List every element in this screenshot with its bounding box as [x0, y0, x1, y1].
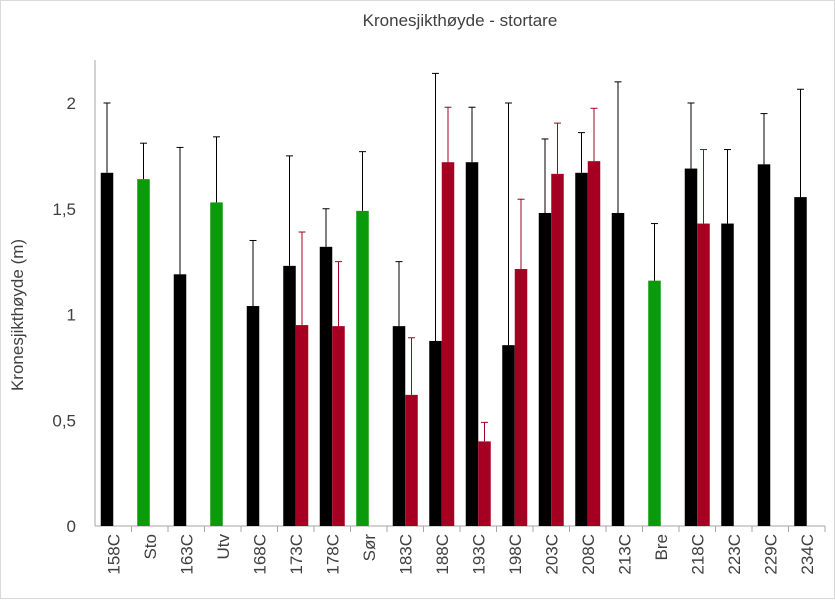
x-tick-label: 173C	[287, 534, 306, 575]
x-tick-label: 163C	[177, 534, 196, 575]
y-tick-label: 0	[67, 517, 76, 536]
bar-secondary	[551, 173, 564, 527]
x-tick-label: 234C	[798, 534, 817, 575]
bar-primary	[173, 274, 187, 526]
x-tick-label: 183C	[396, 534, 415, 575]
y-tick-label: 1	[67, 306, 76, 325]
bar-primary	[757, 164, 771, 526]
x-tick-label: 168C	[250, 534, 269, 575]
bar-secondary	[332, 326, 345, 526]
x-tick-label: Bre	[652, 534, 671, 560]
x-tick-label: Sør	[360, 534, 379, 562]
bar-secondary	[478, 441, 491, 526]
x-tick-label: 229C	[761, 534, 780, 575]
x-tick-label: 178C	[323, 534, 342, 575]
bar-secondary	[587, 161, 601, 526]
bar-primary	[611, 212, 625, 527]
y-tick-label: 0,5	[52, 411, 76, 430]
bar-secondary	[514, 269, 528, 526]
bar-primary	[246, 306, 260, 526]
bar-primary	[794, 197, 807, 526]
bar-primary	[721, 223, 734, 526]
bar-primary	[392, 326, 406, 526]
bar-primary	[538, 212, 552, 527]
bar-primary	[283, 265, 296, 526]
x-tick-label: 208C	[579, 534, 598, 575]
bar-primary	[137, 179, 150, 526]
bar-secondary	[441, 162, 455, 526]
bar-primary	[684, 168, 698, 526]
bar-primary	[429, 340, 442, 526]
x-tick-label: 198C	[506, 534, 525, 575]
x-tick-label: 223C	[725, 534, 744, 575]
x-tick-label: 218C	[688, 534, 707, 575]
x-tick-label: 158C	[104, 534, 123, 575]
y-axis-label: Kronesjikthøyde (m)	[8, 239, 27, 391]
bar-primary	[465, 162, 479, 526]
bar-primary	[210, 202, 223, 526]
bar-primary	[100, 172, 114, 527]
bar-primary	[575, 172, 588, 527]
x-tick-label: 213C	[615, 534, 634, 575]
y-tick-label: 1,5	[52, 200, 76, 219]
y-tick-label: 2	[67, 94, 76, 113]
bar-primary	[356, 210, 369, 527]
bar-secondary	[295, 325, 309, 526]
x-tick-label: 203C	[542, 534, 561, 575]
bar-primary	[319, 246, 333, 526]
x-tick-label: 188C	[433, 534, 452, 575]
bar-primary	[648, 280, 661, 526]
x-tick-label: Utv	[214, 534, 233, 560]
x-tick-label: 193C	[469, 534, 488, 575]
bar-primary	[502, 345, 515, 526]
chart-title: Kronesjikthøyde - stortare	[363, 11, 558, 30]
bar-secondary	[697, 223, 710, 526]
x-tick-label: Sto	[141, 534, 160, 560]
bar-secondary	[405, 394, 418, 526]
